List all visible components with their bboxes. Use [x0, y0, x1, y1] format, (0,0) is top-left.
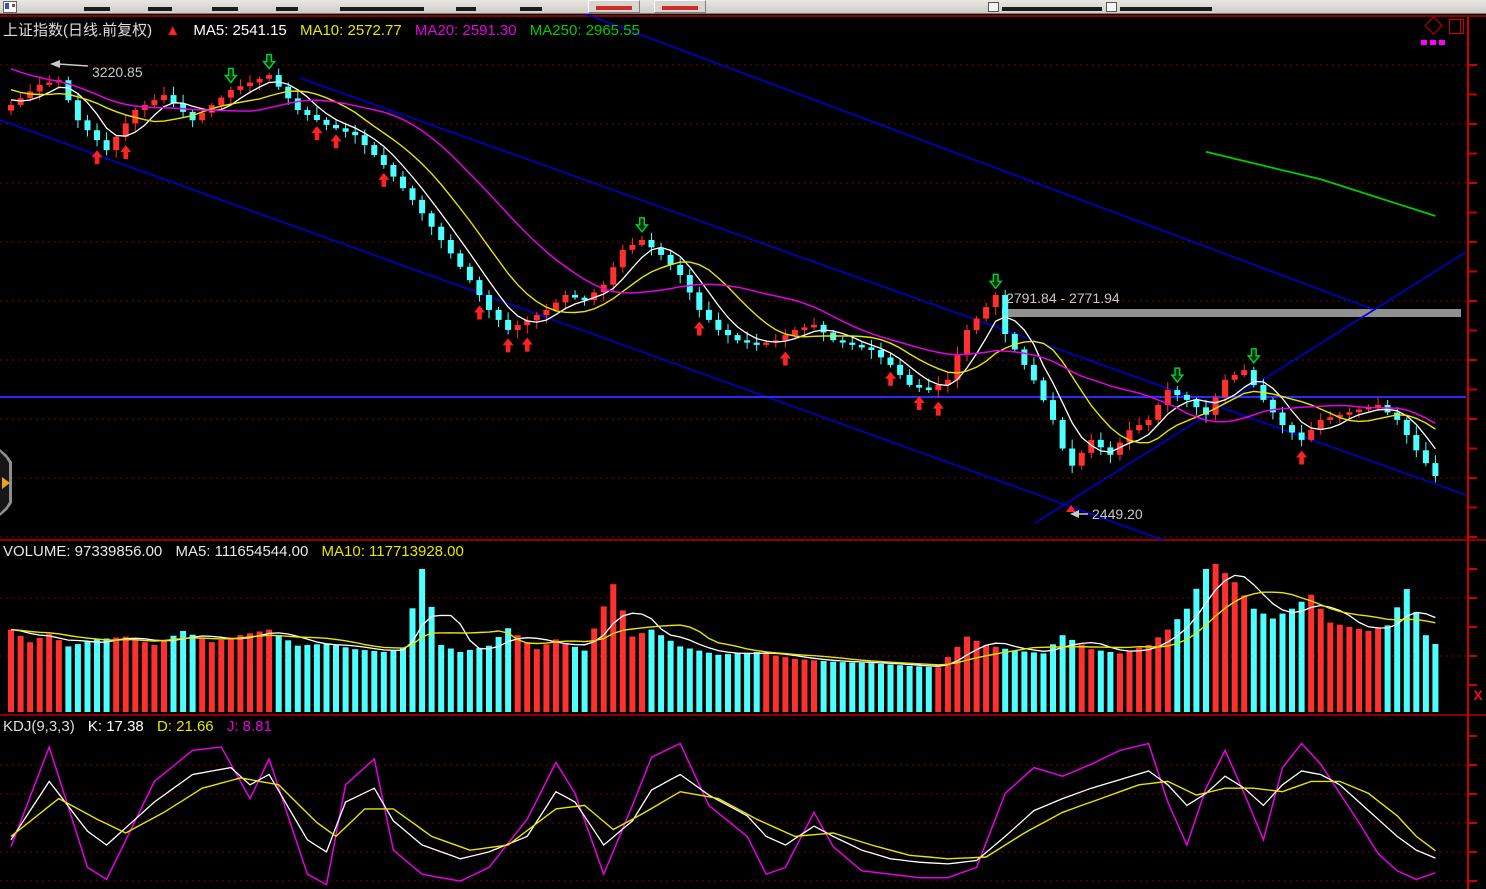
volume-ma10-value: MA10: 117713928.00 — [321, 543, 464, 560]
trend-up-arrow-icon: ▲ — [165, 22, 181, 39]
buy-signal-arrows — [91, 126, 1308, 465]
kdj-k-line — [10, 766, 1436, 865]
window-layout-icon[interactable] — [1449, 19, 1464, 34]
menu-item[interactable] — [520, 7, 542, 11]
ma20-line — [10, 68, 1436, 425]
gap-zone-bar — [1002, 309, 1461, 317]
ma10-value: MA10: 2572.77 — [299, 22, 402, 39]
menu-red-button[interactable] — [654, 0, 706, 13]
expand-arrow-icon — [2, 477, 10, 489]
ma5-value: MA5: 2541.15 — [193, 22, 287, 39]
grid-lines — [0, 64, 1466, 882]
kdj-k-value: K: 17.38 — [87, 718, 144, 735]
menu-item[interactable] — [84, 7, 110, 11]
volume-value: VOLUME: 97339856.00 — [3, 543, 163, 560]
volume-ma10-line — [10, 591, 1436, 666]
high-price-label: 3220.85 — [92, 64, 143, 80]
menu-bar[interactable] — [0, 0, 1486, 14]
kdj-pane-header: KDJ(9,3,3) K: 17.38 D: 21.66 J: 8.81 — [3, 718, 281, 735]
price-axis — [1467, 17, 1477, 889]
menu-item[interactable] — [212, 7, 238, 11]
main-pane-header: 上证指数(日线.前复权) ▲ MA5: 2541.15 MA10: 2572.7… — [3, 19, 649, 40]
menu-red-button[interactable] — [588, 0, 640, 13]
menu-checkbox-icon[interactable] — [988, 2, 999, 12]
kdj-d-value: D: 21.66 — [156, 718, 214, 735]
ma20-value: MA20: 2591.30 — [414, 22, 517, 39]
menu-checkbox-icon[interactable] — [1106, 2, 1117, 12]
menu-item[interactable] — [1120, 7, 1212, 11]
ma250-value: MA250: 2965.55 — [529, 22, 640, 39]
indicator-close-button[interactable]: X — [1473, 687, 1483, 703]
kdj-j-value: J: 8.81 — [226, 718, 272, 735]
price-annotations: 3220.85 2791.84 - 2771.94 2449.20 — [50, 60, 1143, 522]
volume-bars — [8, 564, 1439, 712]
menu-item[interactable] — [276, 7, 298, 11]
ellipsis-dots-icon[interactable] — [1421, 40, 1427, 45]
pane-dividers — [0, 15, 1486, 716]
menu-item[interactable] — [1002, 7, 1102, 11]
low-price-label: 2449.20 — [1092, 506, 1143, 522]
volume-pane-header: VOLUME: 97339856.00 MA5: 111654544.00 MA… — [3, 543, 473, 560]
menu-item[interactable] — [456, 7, 476, 11]
volume-ma5-line — [10, 574, 1436, 667]
menu-item[interactable] — [340, 7, 424, 11]
ma10-line — [10, 89, 1436, 444]
ma250-line — [1205, 150, 1436, 217]
candlesticks — [8, 68, 1439, 483]
menu-item[interactable] — [148, 7, 172, 11]
gap-price-label: 2791.84 - 2771.94 — [1006, 290, 1120, 306]
panel-expand-tab[interactable] — [0, 449, 12, 516]
app-icon — [3, 1, 17, 13]
kdj-d-line — [10, 777, 1436, 860]
ma5-line — [10, 81, 1436, 453]
trendlines[interactable] — [0, 0, 1467, 541]
low-marker-icon — [1066, 505, 1076, 512]
chart-title: 上证指数(日线.前复权) — [3, 22, 153, 39]
volume-ma5-value: MA5: 111654544.00 — [175, 543, 309, 560]
kdj-j-line — [10, 742, 1436, 886]
sell-signal-arrows — [223, 53, 1261, 384]
kdj-title: KDJ(9,3,3) — [3, 718, 75, 735]
